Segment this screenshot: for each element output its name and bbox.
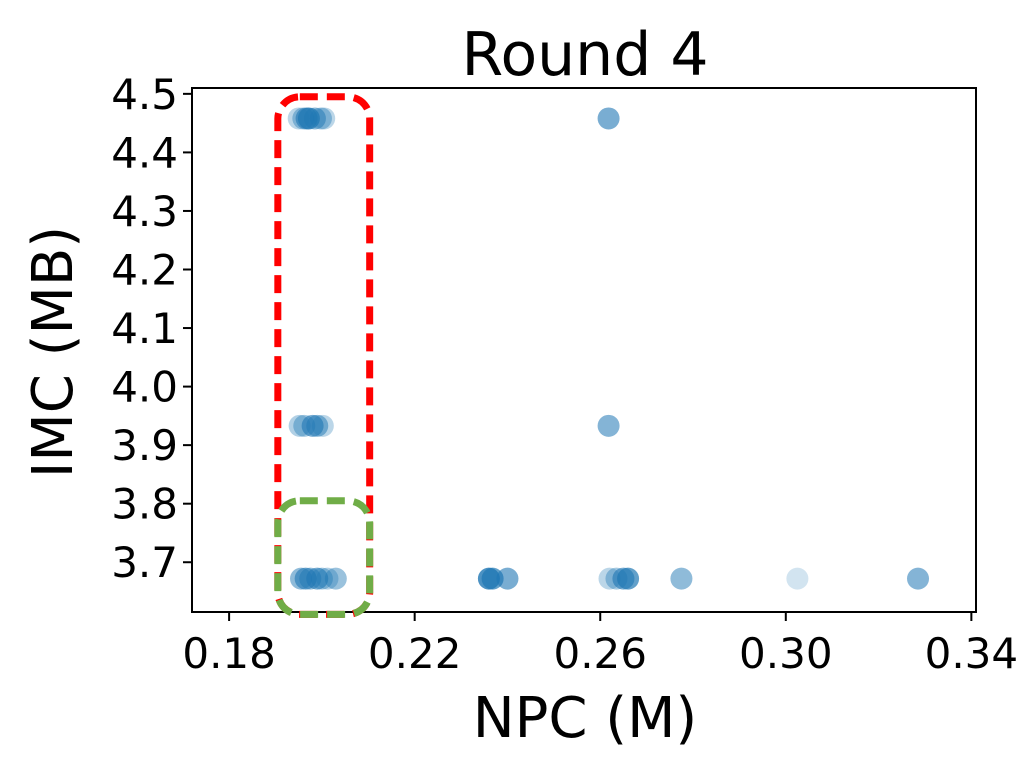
y-tick-label: 4.0 [111, 363, 178, 412]
data-point [306, 567, 329, 590]
y-tick-label: 3.7 [111, 538, 178, 587]
x-axis-label: NPC (M) [473, 686, 698, 751]
data-point [309, 107, 332, 130]
chart-title: Round 4 [461, 20, 708, 90]
data-point [597, 107, 620, 130]
y-axis: 3.7 3.8 3.9 4.0 4.1 4.2 4.3 4.4 4.5 [111, 70, 192, 587]
y-tick-label: 4.4 [111, 128, 178, 177]
data-point [670, 567, 693, 590]
x-tick-label: 0.26 [553, 629, 647, 678]
data-point [786, 567, 809, 590]
plot-area [191, 87, 977, 618]
y-tick-label: 4.2 [111, 245, 178, 294]
data-point [617, 567, 640, 590]
data-point [303, 107, 326, 130]
y-axis-label: IMC (MB) [21, 226, 86, 478]
data-point [310, 567, 333, 590]
data-point [316, 567, 339, 590]
y-tick-label: 4.3 [111, 187, 178, 236]
data-point [496, 567, 519, 590]
data-point [324, 567, 347, 590]
y-tick-label: 4.5 [111, 70, 178, 119]
data-point [311, 414, 334, 437]
x-tick-label: 0.18 [182, 629, 276, 678]
y-tick-label: 3.8 [111, 480, 178, 529]
x-axis: 0.18 0.22 0.26 0.30 0.34 [182, 612, 1018, 678]
y-tick-label: 3.9 [111, 421, 178, 470]
data-point [306, 414, 329, 437]
data-point [907, 567, 930, 590]
data-point [313, 107, 336, 130]
x-tick-label: 0.30 [739, 629, 833, 678]
green-dashed-box [274, 497, 374, 618]
x-tick-label: 0.34 [925, 629, 1019, 678]
y-tick-label: 4.1 [111, 304, 178, 353]
x-tick-label: 0.22 [368, 629, 462, 678]
plot-frame [191, 87, 977, 613]
data-point [597, 414, 620, 437]
